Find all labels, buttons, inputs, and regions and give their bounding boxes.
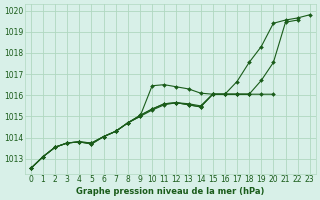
X-axis label: Graphe pression niveau de la mer (hPa): Graphe pression niveau de la mer (hPa) xyxy=(76,187,265,196)
